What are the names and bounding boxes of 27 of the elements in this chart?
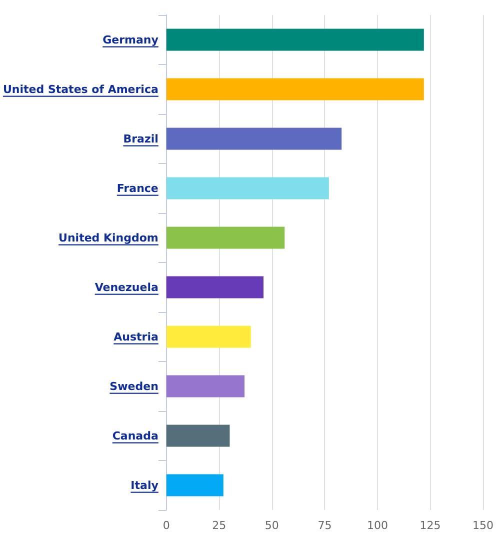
y-tick-label: United Kingdom xyxy=(58,231,158,244)
y-tick-label: France xyxy=(116,182,158,195)
x-tick-label: 100 xyxy=(366,519,388,532)
x-tick-label: 125 xyxy=(420,519,441,532)
y-tick-label: Sweden xyxy=(110,380,158,393)
bar xyxy=(166,375,244,398)
x-tick-label: 150 xyxy=(472,519,494,532)
bar xyxy=(166,28,424,51)
bar xyxy=(166,78,424,100)
bar xyxy=(166,474,224,496)
bar xyxy=(166,128,342,150)
x-tick-label: 50 xyxy=(264,519,279,532)
bar xyxy=(166,177,329,200)
bar xyxy=(166,424,230,447)
y-tick-label: Canada xyxy=(112,429,158,442)
y-tick-label: Austria xyxy=(114,330,158,344)
bar xyxy=(166,226,285,249)
x-tick-label: 75 xyxy=(318,519,332,532)
bar xyxy=(166,276,264,298)
x-tick-label: 0 xyxy=(162,519,170,532)
y-tick-label: Brazil xyxy=(123,132,158,146)
bar xyxy=(166,326,251,348)
y-tick-label: Venezuela xyxy=(94,280,158,294)
y-tick-label: Germany xyxy=(102,33,158,46)
y-tick-label: Italy xyxy=(130,478,158,492)
x-tick-label: 25 xyxy=(212,519,226,532)
y-tick-label: United States of America xyxy=(2,82,158,96)
